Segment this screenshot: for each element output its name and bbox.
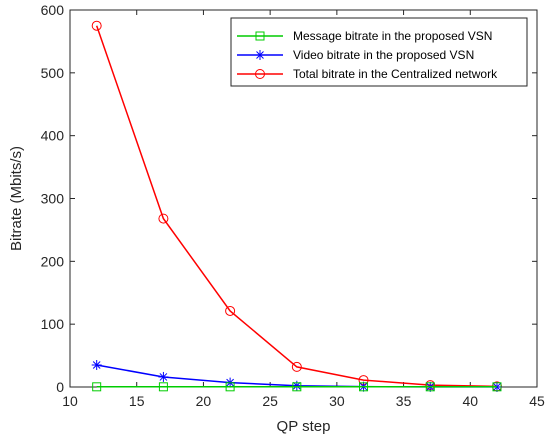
x-tick-label: 15 [129, 393, 145, 409]
legend-marker-shape [255, 50, 265, 60]
series-layer [91, 20, 502, 392]
data-point [92, 382, 102, 392]
x-tick-label: 30 [329, 393, 345, 409]
y-tick-label: 400 [41, 128, 65, 144]
y-tick-label: 0 [56, 379, 64, 395]
series-0 [92, 382, 502, 392]
legend-marker-message [255, 31, 265, 41]
x-tick-label: 40 [462, 393, 478, 409]
data-point [158, 213, 169, 224]
x-tick-label: 45 [529, 393, 545, 409]
data-point [291, 361, 302, 372]
legend-entry-message: Message bitrate in the proposed VSN [237, 29, 492, 43]
y-tick-label: 300 [41, 191, 65, 207]
legend-entry-total: Total bitrate in the Centralized network [237, 67, 498, 81]
legend-marker-shape [255, 69, 265, 79]
data-point [492, 382, 502, 392]
x-axis-label: QP step [277, 418, 331, 435]
y-tick-label: 100 [41, 316, 65, 332]
legend-marker-video [255, 50, 265, 60]
data-point [425, 382, 435, 392]
y-tick-label: 500 [41, 65, 65, 81]
y-axis-label: Bitrate (Mbits/s) [8, 146, 25, 251]
x-tick-label: 20 [196, 393, 212, 409]
legend-entry-video: Video bitrate in the proposed VSN [237, 48, 474, 62]
legend-marker-shape [255, 31, 265, 41]
x-tick-label: 10 [62, 393, 78, 409]
data-point [158, 382, 168, 392]
x-tick-label: 35 [396, 393, 412, 409]
data-point [292, 382, 302, 392]
data-point [359, 382, 369, 392]
x-tick-label: 25 [262, 393, 278, 409]
legend-marker-total [255, 69, 265, 79]
data-point [158, 371, 169, 382]
data-point [225, 382, 235, 392]
legend: Message bitrate in the proposed VSN Vide… [230, 17, 528, 87]
y-axis-ticks: 0 100 200 300 400 500 600 [41, 2, 537, 395]
legend-label-video: Video bitrate in the proposed VSN [293, 48, 474, 62]
data-point [91, 360, 102, 371]
legend-label-message: Message bitrate in the proposed VSN [293, 29, 492, 43]
data-point [225, 305, 236, 316]
y-tick-label: 600 [41, 2, 65, 18]
legend-label-total: Total bitrate in the Centralized network [293, 67, 498, 81]
data-point [91, 20, 102, 31]
y-tick-label: 200 [41, 253, 65, 269]
